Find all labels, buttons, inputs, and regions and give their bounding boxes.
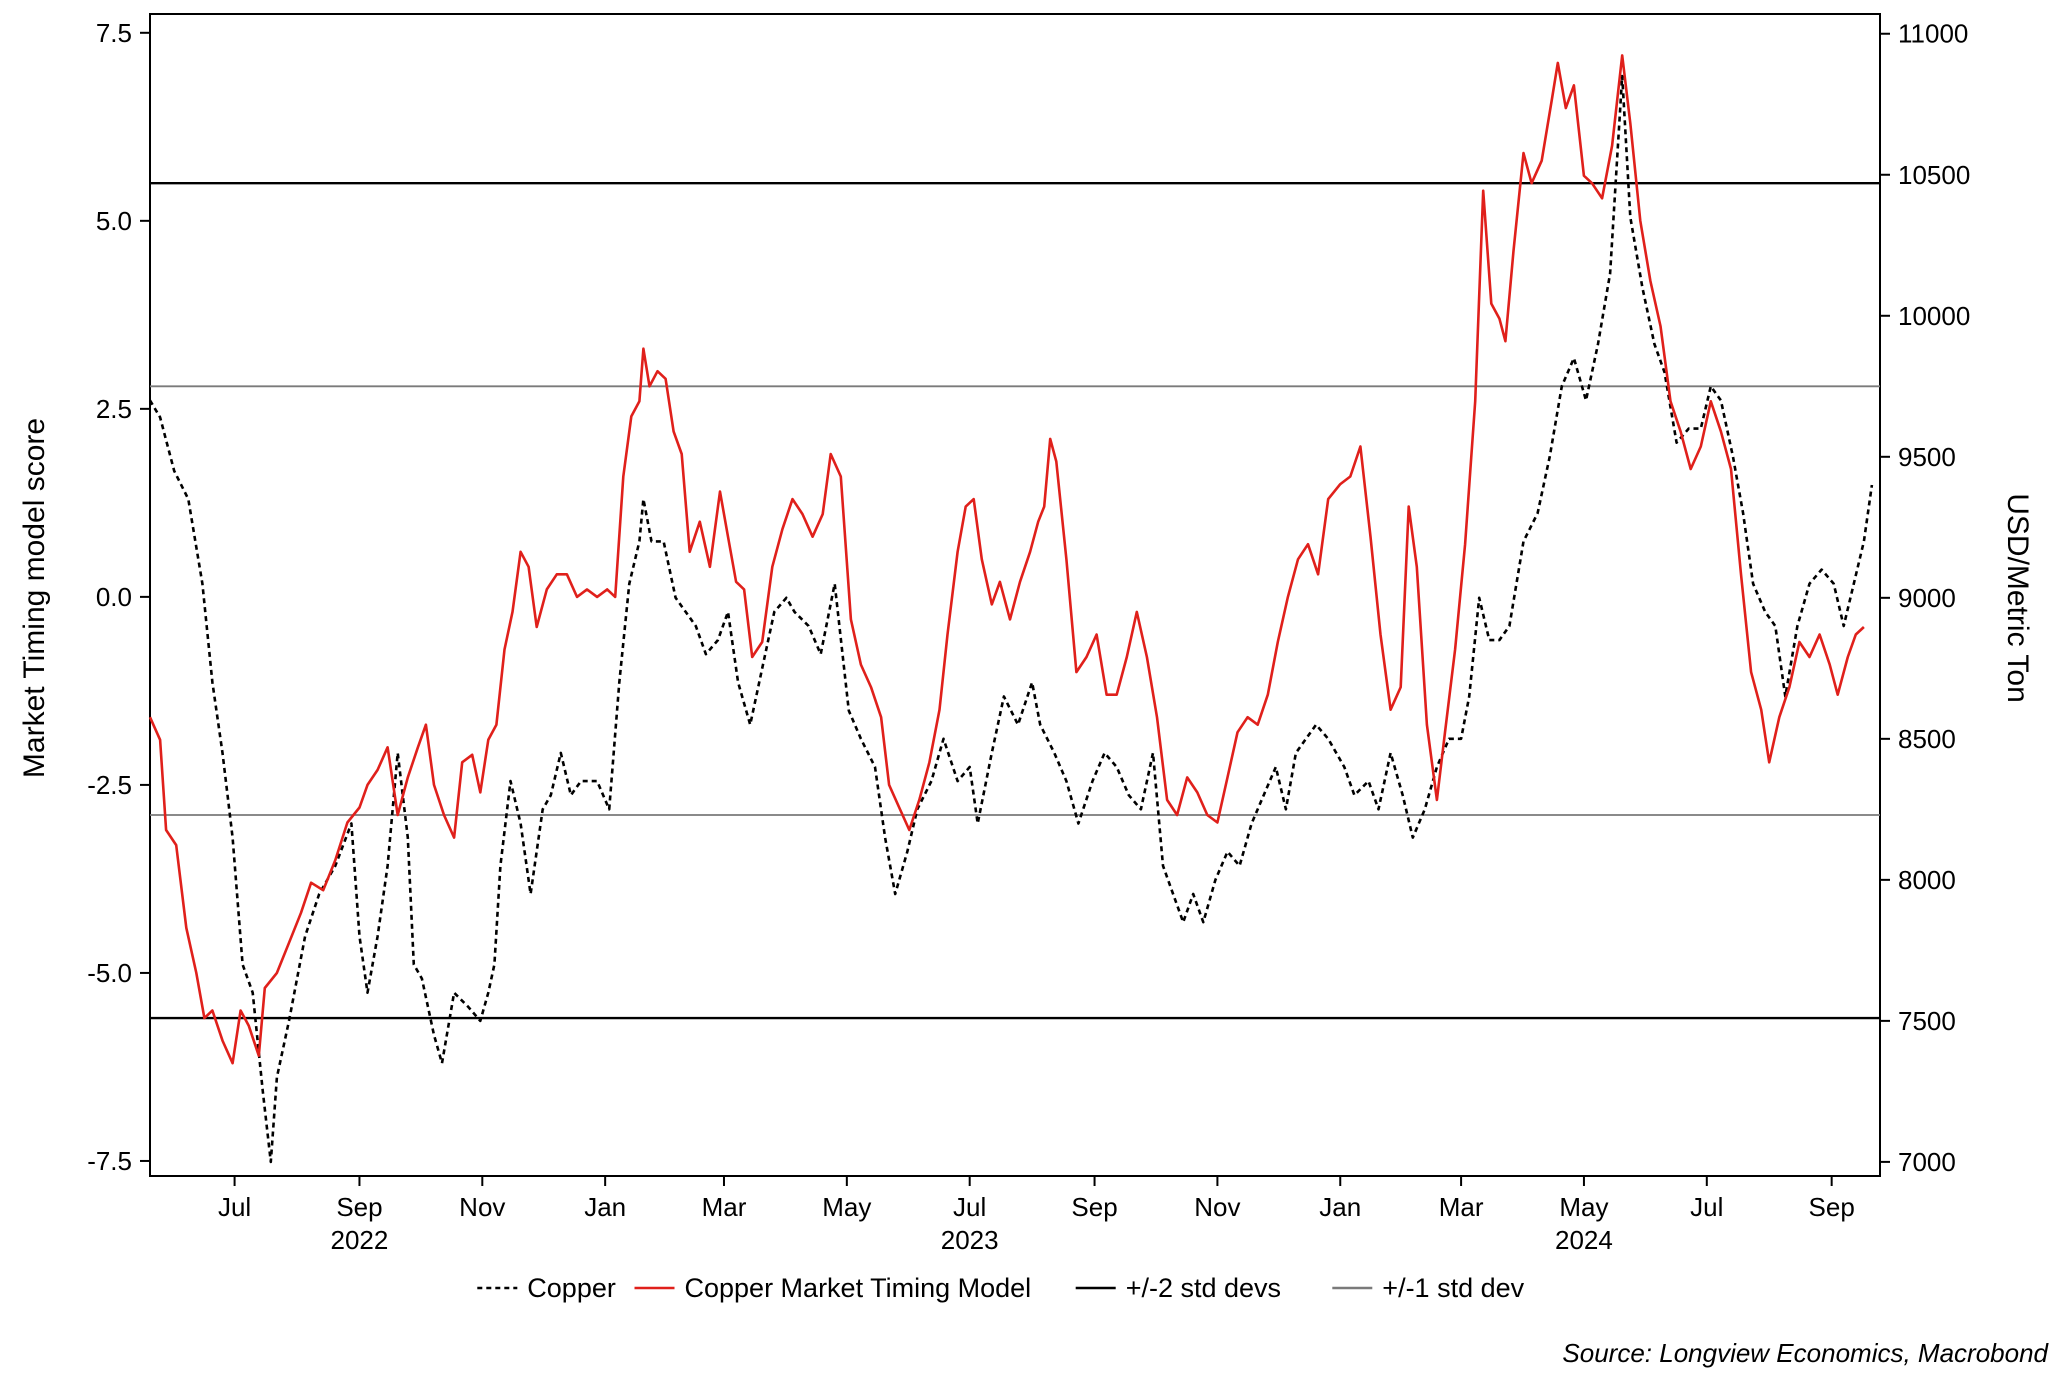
left-axis-tick-label: 5.0 bbox=[96, 206, 132, 236]
legend-label: +/-2 std devs bbox=[1126, 1273, 1281, 1303]
legend-label: +/-1 std dev bbox=[1382, 1273, 1524, 1303]
x-axis-month-label: Mar bbox=[702, 1192, 747, 1222]
x-axis-month-label: Jan bbox=[1319, 1192, 1361, 1222]
x-axis-month-label: Jan bbox=[584, 1192, 626, 1222]
left-axis-tick-label: 7.5 bbox=[96, 18, 132, 48]
x-axis-month-label: Jul bbox=[218, 1192, 251, 1222]
x-axis-year-label: 2024 bbox=[1555, 1225, 1613, 1255]
right-axis-tick-label: 11000 bbox=[1898, 19, 1968, 49]
right-axis-tick-label: 8000 bbox=[1898, 865, 1956, 895]
x-axis-month-label: Jul bbox=[1690, 1192, 1723, 1222]
x-axis-year-label: 2022 bbox=[331, 1225, 389, 1255]
timing-model-series-line bbox=[148, 54, 1865, 1065]
x-axis-month-label: Sep bbox=[336, 1192, 382, 1222]
right-axis-tick-label: 7500 bbox=[1898, 1006, 1956, 1036]
x-axis-month-label: May bbox=[1559, 1192, 1608, 1222]
x-axis-month-label: Jul bbox=[953, 1192, 986, 1222]
left-axis-tick-label: -2.5 bbox=[87, 770, 132, 800]
x-axis-month-label: Nov bbox=[459, 1192, 505, 1222]
right-axis-tick-label: 8500 bbox=[1898, 724, 1956, 754]
right-axis-tick-label: 9500 bbox=[1898, 442, 1956, 472]
x-axis-month-label: Mar bbox=[1439, 1192, 1484, 1222]
right-axis-title: USD/Metric Ton bbox=[2001, 493, 2034, 703]
left-axis-tick-label: 0.0 bbox=[96, 582, 132, 612]
legend-label: Copper Market Timing Model bbox=[685, 1273, 1032, 1303]
plot-area-frame bbox=[149, 13, 1881, 1177]
x-axis-month-label: May bbox=[822, 1192, 871, 1222]
x-axis-month-label: Nov bbox=[1194, 1192, 1240, 1222]
left-axis-tick-label: -5.0 bbox=[87, 958, 132, 988]
right-axis-tick-label: 10500 bbox=[1898, 160, 1970, 190]
x-axis-month-label: Sep bbox=[1809, 1192, 1855, 1222]
left-axis-tick-label: 2.5 bbox=[96, 394, 132, 424]
left-axis-title: Market Timing model score bbox=[18, 418, 51, 778]
legend-label: Copper bbox=[527, 1273, 616, 1303]
right-axis-tick-label: 9000 bbox=[1898, 583, 1956, 613]
x-axis-year-label: 2023 bbox=[941, 1225, 999, 1255]
right-axis-tick-label: 10000 bbox=[1898, 301, 1970, 331]
legend: Copper Copper Market Timing Model +/-2 std… bbox=[477, 1273, 1525, 1303]
right-axis-tick-label: 7000 bbox=[1898, 1147, 1956, 1177]
source-note: Source: Longview Economics, Macrobond bbox=[1562, 1338, 2049, 1368]
left-axis-tick-label: -7.5 bbox=[87, 1146, 132, 1176]
x-axis-month-label: Sep bbox=[1071, 1192, 1117, 1222]
